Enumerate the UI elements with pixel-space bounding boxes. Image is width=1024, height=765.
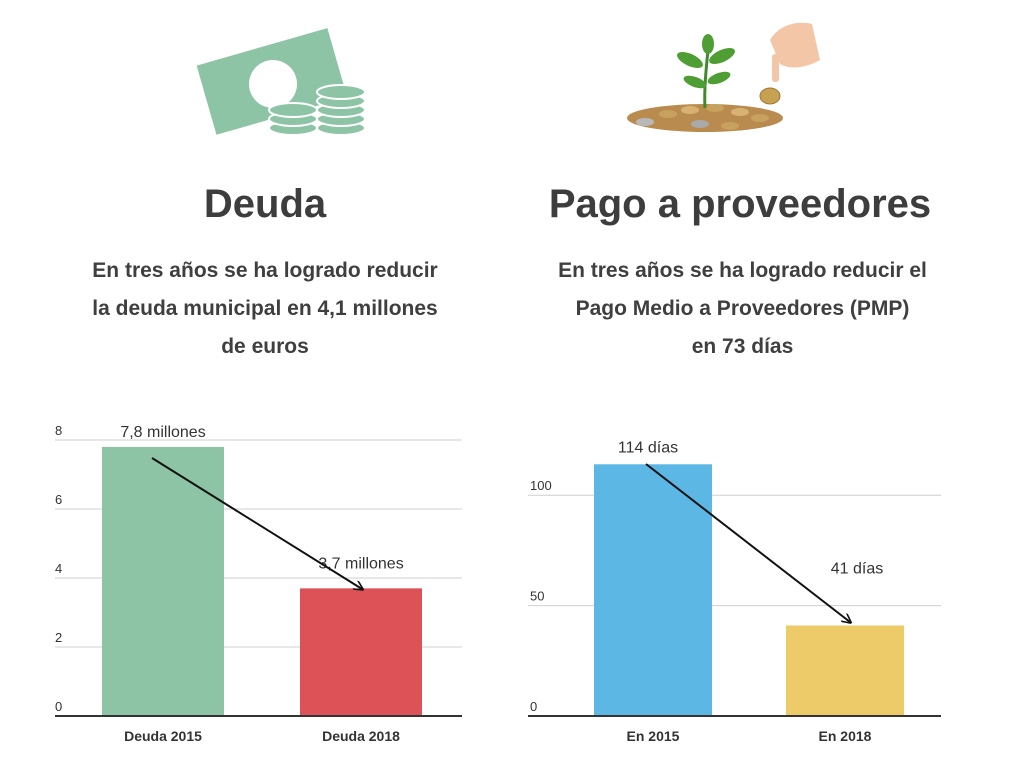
deuda-description-line-3: de euros bbox=[221, 335, 309, 358]
deuda-description: En tres años se ha logrado reducir la de… bbox=[40, 252, 490, 366]
decrease-arrow bbox=[645, 463, 850, 622]
data-label: 41 días bbox=[831, 560, 883, 577]
y-tick-label: 2 bbox=[55, 630, 62, 645]
pago-proveedores-title: Pago a proveedores bbox=[548, 182, 932, 226]
y-tick-label: 4 bbox=[55, 561, 62, 576]
deuda-description-line-2: la deuda municipal en 4,1 millones bbox=[92, 297, 438, 320]
data-label: 114 días bbox=[618, 439, 678, 456]
y-tick-label: 6 bbox=[55, 492, 62, 507]
bar-2 bbox=[300, 588, 422, 716]
pago-description-line-3: en 73 días bbox=[691, 335, 794, 358]
bar-1 bbox=[102, 446, 224, 716]
y-tick-label: 8 bbox=[55, 423, 62, 438]
data-label: 3,7 millones bbox=[318, 555, 403, 572]
decrease-arrow bbox=[151, 457, 362, 589]
y-tick-label: 50 bbox=[530, 589, 544, 604]
bar-2 bbox=[786, 625, 904, 716]
pago-description-line-1: En tres años se ha logrado reducir el bbox=[558, 259, 927, 282]
x-category-label: Deuda 2018 bbox=[322, 728, 400, 744]
bar-1 bbox=[594, 464, 712, 716]
y-tick-label: 0 bbox=[530, 699, 537, 714]
deuda-title: Deuda bbox=[203, 182, 327, 226]
pago-description-line-2: Pago Medio a Proveedores (PMP) bbox=[575, 297, 910, 320]
deuda-description-line-1: En tres años se ha logrado reducir bbox=[92, 259, 438, 282]
x-category-label: En 2015 bbox=[627, 728, 680, 744]
y-tick-label: 100 bbox=[530, 478, 552, 493]
x-category-label: Deuda 2015 bbox=[124, 728, 202, 744]
x-category-label: En 2018 bbox=[819, 728, 872, 744]
pago-description: En tres años se ha logrado reducir el Pa… bbox=[505, 252, 980, 366]
data-label: 7,8 millones bbox=[120, 424, 205, 441]
y-tick-label: 0 bbox=[55, 699, 62, 714]
